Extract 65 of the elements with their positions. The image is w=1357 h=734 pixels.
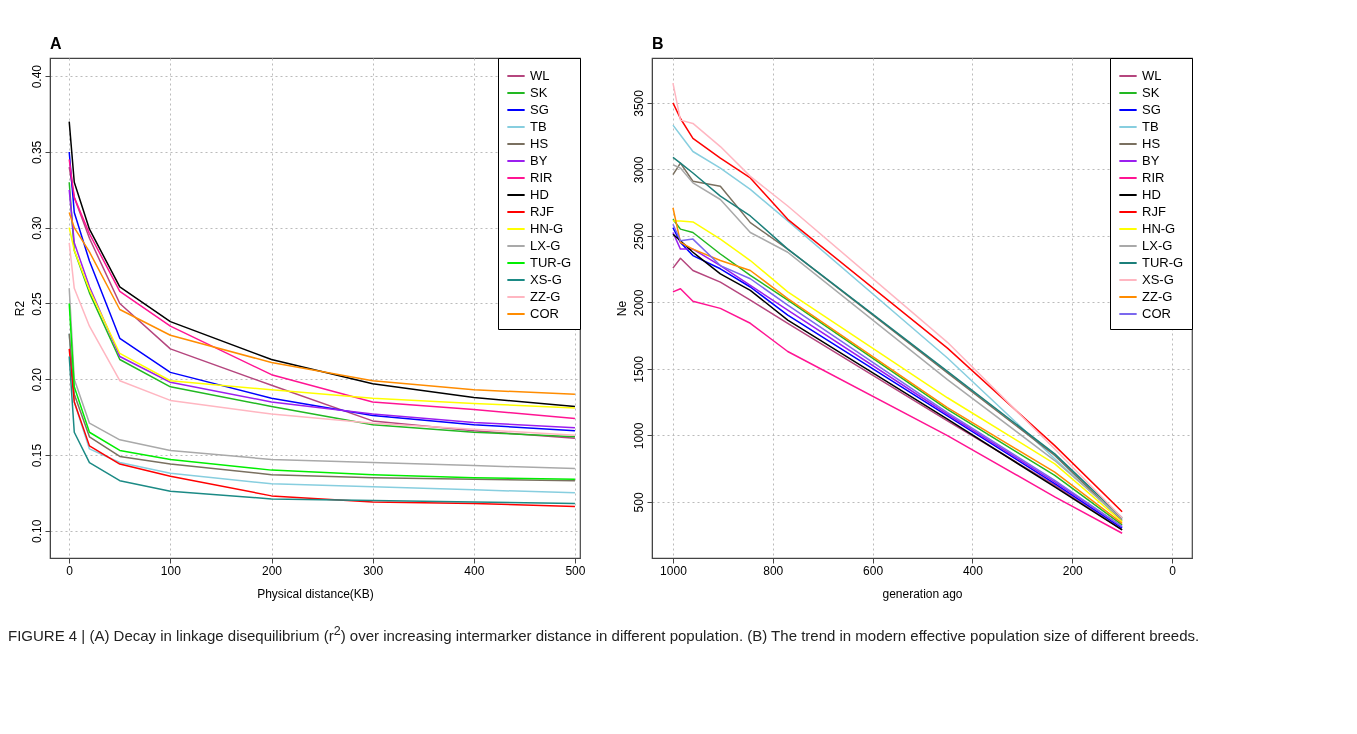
legend-label: HN-G [1142, 221, 1176, 236]
x-tick-label: 100 [160, 563, 182, 578]
legend-label: RIR [530, 170, 553, 185]
y-tick-label: 1500 [631, 355, 646, 383]
legend-label: RIR [1142, 170, 1165, 185]
legend-label: XS-G [1142, 272, 1174, 287]
line-series [68, 120, 576, 408]
legend-label: COR [1142, 306, 1171, 321]
legend-label: WL [1142, 68, 1162, 83]
legend-label: COR [530, 306, 559, 321]
legend-label: TUR-G [530, 255, 572, 270]
legend-label: ZZ-G [1142, 289, 1173, 304]
legend-label: TUR-G [1142, 255, 1184, 270]
legend-label: SG [530, 102, 549, 117]
x-tick-label: 200 [1062, 563, 1084, 578]
y-tick-label: 2000 [631, 289, 646, 317]
legend-label: HS [530, 136, 549, 151]
legend-label: TB [530, 119, 547, 134]
x-tick-label: 500 [565, 563, 586, 578]
y-tick-label: 3500 [631, 89, 646, 117]
x-tick-label: 0 [66, 563, 74, 578]
y-tick-label: 3000 [631, 156, 646, 184]
legend-label: SK [530, 85, 548, 100]
legend-label: HS [1142, 136, 1161, 151]
y-tick-label: 0.10 [29, 519, 44, 543]
x-tick-label: 200 [261, 563, 283, 578]
legend-label: XS-G [530, 272, 562, 287]
x-tick-label: 400 [464, 563, 485, 578]
y-tick-label: 0.15 [29, 443, 44, 468]
legend-label: LX-G [530, 238, 561, 253]
legend-label: BY [530, 153, 548, 168]
legend-label: BY [1142, 153, 1160, 168]
chart-title: B [652, 34, 664, 52]
y-tick-label: 0.40 [29, 64, 44, 89]
legend-label: HN-G [530, 221, 564, 236]
legend-label: HD [1142, 187, 1161, 202]
legend-label: HD [530, 187, 549, 202]
x-tick-label: 1000 [660, 563, 688, 578]
caption: FIGURE 4 | (A) Decay in linkage disequilibrium (r$^{2}$) over increasing intermarker distance in different population. (B) The trend in modern effective population size of different breeds. [8, 623, 1201, 646]
legend-label: TB [1142, 119, 1159, 134]
y-tick-label: 500 [631, 492, 646, 513]
line-series [68, 242, 576, 437]
x-tick-label: 600 [863, 563, 884, 578]
legend-label: RJF [530, 204, 554, 219]
y-tick-label: 2500 [631, 222, 646, 250]
y-tick-label: 0.20 [29, 367, 44, 392]
y-axis-title: Ne [614, 300, 629, 317]
legend-label: SK [1142, 85, 1160, 100]
y-axis-title: R2 [12, 300, 27, 317]
legend-label: RJF [1142, 204, 1166, 219]
x-axis-title: Physical distance(KB) [257, 586, 374, 601]
y-tick-label: 0.35 [29, 140, 44, 165]
y-tick-label: 1000 [631, 422, 646, 450]
x-tick-label: 400 [962, 563, 984, 578]
legend-label: ZZ-G [530, 289, 561, 304]
legend-label: SG [1142, 102, 1161, 117]
y-tick-label: 0.30 [29, 216, 44, 240]
chart-title: A [50, 34, 62, 52]
legend-label: WL [530, 68, 550, 83]
x-axis-title: generation ago [882, 586, 963, 601]
x-tick-label: 300 [363, 563, 384, 578]
y-tick-label: 0.25 [29, 291, 44, 316]
x-tick-label: 0 [1169, 563, 1177, 578]
x-tick-label: 800 [763, 563, 784, 578]
legend-label: LX-G [1142, 238, 1173, 253]
